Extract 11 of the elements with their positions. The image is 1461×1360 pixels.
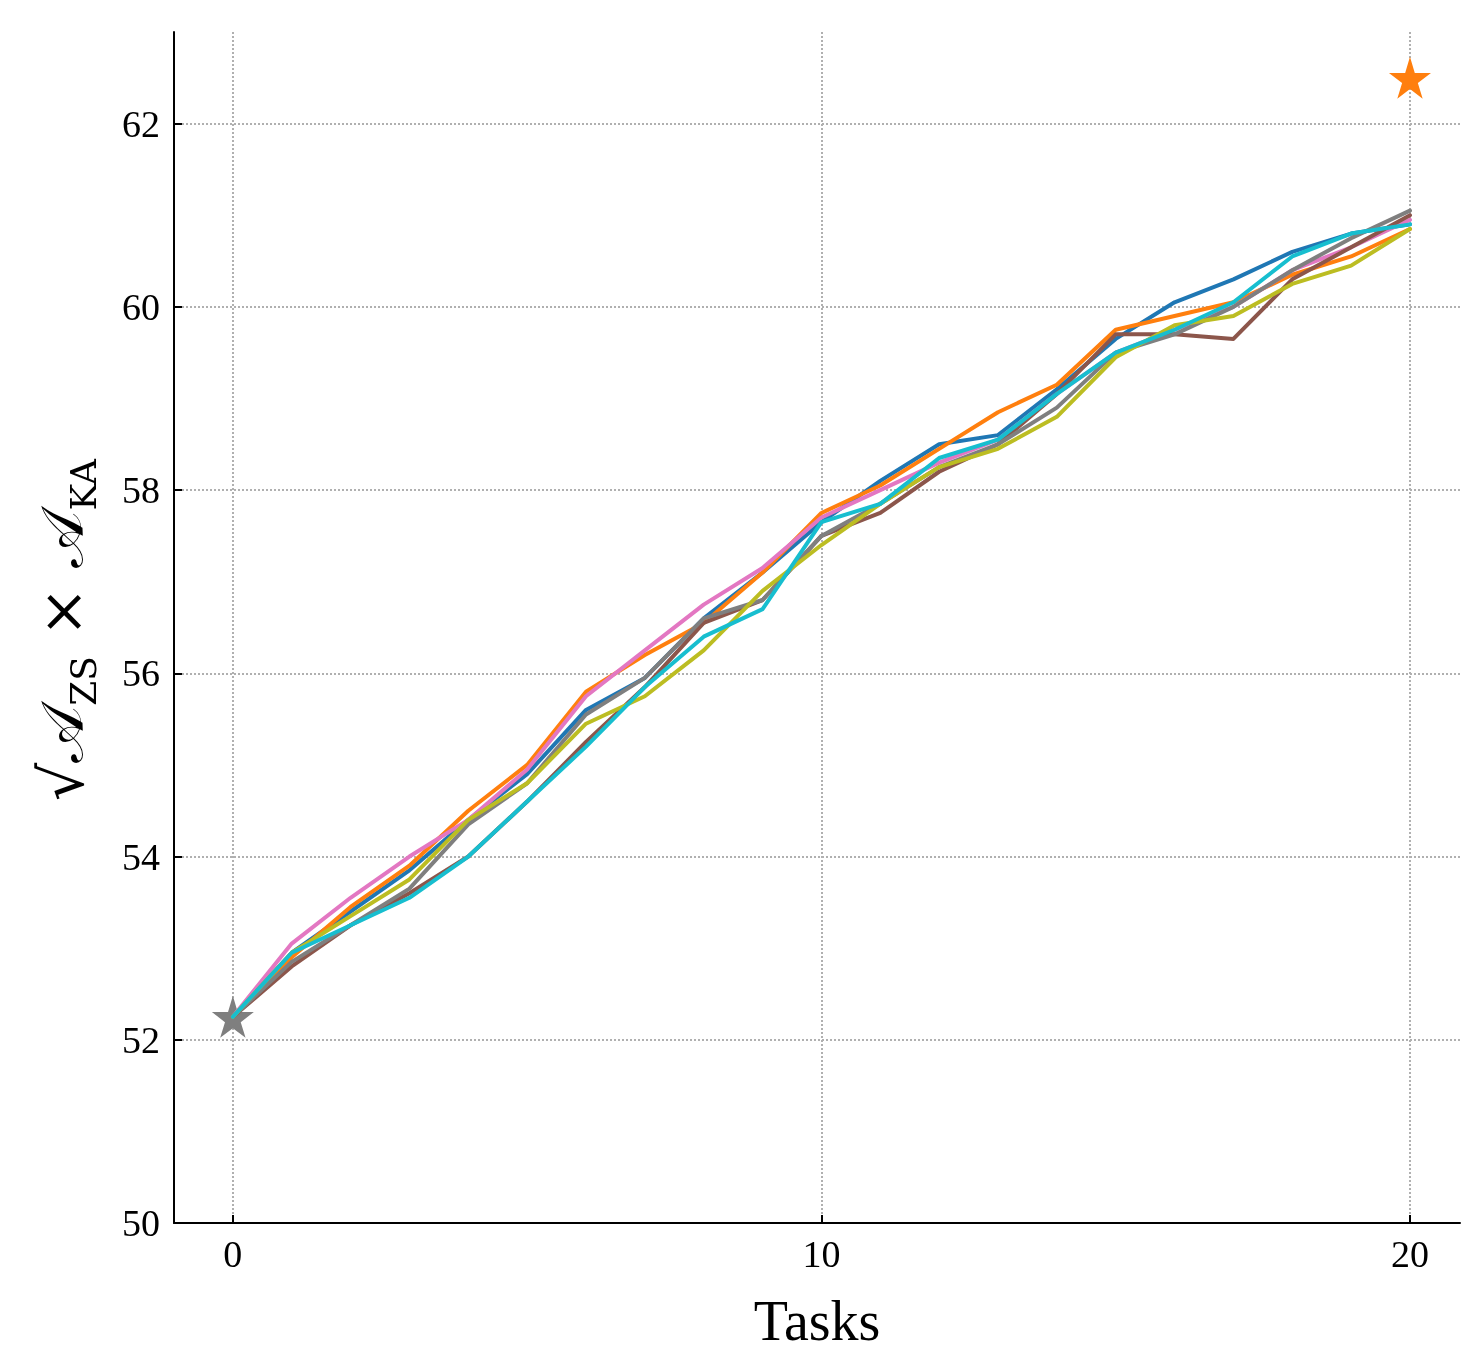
y-tick-label: 62 [122,102,160,145]
x-axis-title: Tasks [753,1290,881,1352]
y-tick-label: 56 [122,652,160,695]
y-tick-label: 60 [122,285,160,328]
x-tick-label: 20 [1390,1233,1429,1275]
y-tick-label: 58 [122,469,160,512]
y-tick-label: 50 [122,1202,160,1244]
x-tick-label: 0 [223,1233,243,1275]
x-tick-label: 10 [802,1233,841,1275]
y-tick-label: 52 [122,1018,160,1061]
y-tick-label: 54 [122,835,160,878]
